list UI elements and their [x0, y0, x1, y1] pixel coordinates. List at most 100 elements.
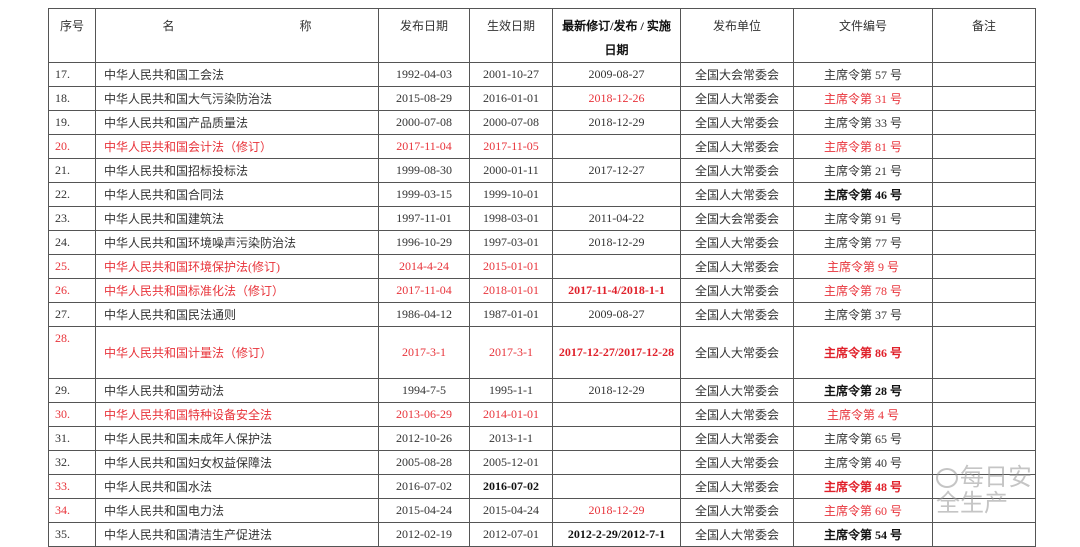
revision-date-cell — [552, 474, 681, 499]
pub-date-cell: 1986-04-12 — [378, 302, 470, 327]
seq-cell: 20. — [48, 134, 96, 159]
law-name-cell: 中华人民共和国环境噪声污染防治法 — [95, 230, 379, 255]
law-name-cell: 中华人民共和国合同法 — [95, 182, 379, 207]
seq-cell: 18. — [48, 86, 96, 111]
law-name-cell: 中华人民共和国民法通则 — [95, 302, 379, 327]
remark-cell — [932, 498, 1036, 523]
seq-cell: 30. — [48, 402, 96, 427]
pub-date-cell: 2000-07-08 — [378, 110, 470, 135]
remark-cell — [932, 254, 1036, 279]
remark-cell — [932, 206, 1036, 231]
law-name-cell: 中华人民共和国电力法 — [95, 498, 379, 523]
seq-cell: 26. — [48, 278, 96, 303]
header-doc-no: 文件编号 — [793, 8, 933, 63]
pub-date-cell: 1999-03-15 — [378, 182, 470, 207]
doc-no-cell: 主席令第 40 号 — [793, 450, 933, 475]
header-issuer: 发布单位 — [680, 8, 794, 63]
issuer-cell: 全国人大常委会 — [680, 158, 794, 183]
pub-date-cell: 2016-07-02 — [378, 474, 470, 499]
eff-date-cell: 1987-01-01 — [469, 302, 553, 327]
remark-cell — [932, 326, 1036, 379]
doc-no-cell: 主席令第 60 号 — [793, 498, 933, 523]
issuer-cell: 全国人大常委会 — [680, 378, 794, 403]
revision-date-cell: 2009-08-27 — [552, 302, 681, 327]
header-name: 名称 — [95, 8, 379, 63]
seq-cell: 31. — [48, 426, 96, 451]
doc-no-cell: 主席令第 33 号 — [793, 110, 933, 135]
revision-date-cell: 2018-12-29 — [552, 230, 681, 255]
remark-cell — [932, 134, 1036, 159]
remark-cell — [932, 278, 1036, 303]
law-name-cell: 中华人民共和国招标投标法 — [95, 158, 379, 183]
issuer-cell: 全国人大常委会 — [680, 474, 794, 499]
law-name-cell: 中华人民共和国水法 — [95, 474, 379, 499]
eff-date-cell: 1997-03-01 — [469, 230, 553, 255]
table-row: 34. 中华人民共和国电力法 2015-04-24 2015-04-24 2018-12… — [48, 498, 1036, 523]
revision-date-cell — [552, 450, 681, 475]
remark-cell — [932, 378, 1036, 403]
seq-cell: 28. — [48, 326, 96, 379]
remark-cell — [932, 230, 1036, 255]
header-seq: 序号 — [48, 8, 96, 63]
eff-date-cell: 2017-3-1 — [469, 326, 553, 379]
law-name-cell: 中华人民共和国工会法 — [95, 62, 379, 87]
doc-no-cell: 主席令第 9 号 — [793, 254, 933, 279]
pub-date-cell: 2013-06-29 — [378, 402, 470, 427]
eff-date-cell: 2017-11-05 — [469, 134, 553, 159]
watermark-text: 每日安全生产 — [936, 463, 1032, 517]
seq-cell: 29. — [48, 378, 96, 403]
table-row: 29. 中华人民共和国劳动法 1994-7-5 1995-1-1 2018-12-29 全… — [48, 378, 1036, 403]
issuer-cell: 全国人大常委会 — [680, 426, 794, 451]
pub-date-cell: 2005-08-28 — [378, 450, 470, 475]
revision-date-cell: 2009-08-27 — [552, 62, 681, 87]
table-row: 17. 中华人民共和国工会法 1992-04-03 2001-10-27 2009-08… — [48, 62, 1036, 87]
pub-date-cell: 2014-4-24 — [378, 254, 470, 279]
remark-cell — [932, 426, 1036, 451]
doc-no-cell: 主席令第 57 号 — [793, 62, 933, 87]
law-name-cell: 中华人民共和国环境保护法(修订) — [95, 254, 379, 279]
seq-cell: 21. — [48, 158, 96, 183]
table-row: 30. 中华人民共和国特种设备安全法 2013-06-29 2014-01-01 全国人… — [48, 402, 1036, 427]
doc-no-cell: 主席令第 28 号 — [793, 378, 933, 403]
law-name-cell: 中华人民共和国劳动法 — [95, 378, 379, 403]
law-name-cell: 中华人民共和国产品质量法 — [95, 110, 379, 135]
issuer-cell: 全国人大常委会 — [680, 134, 794, 159]
pub-date-cell: 1997-11-01 — [378, 206, 470, 231]
eff-date-cell: 2016-07-02 — [469, 474, 553, 499]
issuer-cell: 全国人大常委会 — [680, 110, 794, 135]
remark-cell — [932, 182, 1036, 207]
seq-cell: 22. — [48, 182, 96, 207]
eff-date-cell: 2013-1-1 — [469, 426, 553, 451]
seq-cell: 24. — [48, 230, 96, 255]
eff-date-cell: 2014-01-01 — [469, 402, 553, 427]
doc-no-cell: 主席令第 86 号 — [793, 326, 933, 379]
issuer-cell: 全国人大常委会 — [680, 450, 794, 475]
remark-cell — [932, 158, 1036, 183]
issuer-cell: 全国人大常委会 — [680, 86, 794, 111]
eff-date-cell: 1999-10-01 — [469, 182, 553, 207]
revision-date-cell — [552, 254, 681, 279]
pub-date-cell: 1996-10-29 — [378, 230, 470, 255]
eff-date-cell: 1995-1-1 — [469, 378, 553, 403]
doc-no-cell: 主席令第 4 号 — [793, 402, 933, 427]
pub-date-cell: 2015-04-24 — [378, 498, 470, 523]
law-name-cell: 中华人民共和国标准化法（修订） — [95, 278, 379, 303]
table-header-row: 序号 名称 发布日期 生效日期 最新修订/发布 / 实施日期 发布单位 文件编号… — [48, 8, 1036, 63]
revision-date-cell: 2012-2-29/2012-7-1 — [552, 522, 681, 547]
remark-cell — [932, 522, 1036, 547]
eff-date-cell: 2000-07-08 — [469, 110, 553, 135]
header-name-part2: 称 — [299, 19, 312, 33]
revision-date-cell: 2017-12-27 — [552, 158, 681, 183]
eff-date-cell: 2015-01-01 — [469, 254, 553, 279]
issuer-cell: 全国人大常委会 — [680, 230, 794, 255]
remark-cell — [932, 402, 1036, 427]
laws-table: 序号 名称 发布日期 生效日期 最新修订/发布 / 实施日期 发布单位 文件编号… — [48, 8, 1036, 547]
table-row: 28. 中华人民共和国计量法（修订） 2017-3-1 2017-3-1 2017-12… — [48, 326, 1036, 379]
doc-no-cell: 主席令第 46 号 — [793, 182, 933, 207]
table-row: 26. 中华人民共和国标准化法（修订） 2017-11-04 2018-01-01 20… — [48, 278, 1036, 303]
remark-cell — [932, 110, 1036, 135]
table-row: 27. 中华人民共和国民法通则 1986-04-12 1987-01-01 2009-0… — [48, 302, 1036, 327]
table-row: 25. 中华人民共和国环境保护法(修订) 2014-4-24 2015-01-01 全国… — [48, 254, 1036, 279]
header-remark: 备注 — [932, 8, 1036, 63]
revision-date-cell: 2018-12-29 — [552, 498, 681, 523]
